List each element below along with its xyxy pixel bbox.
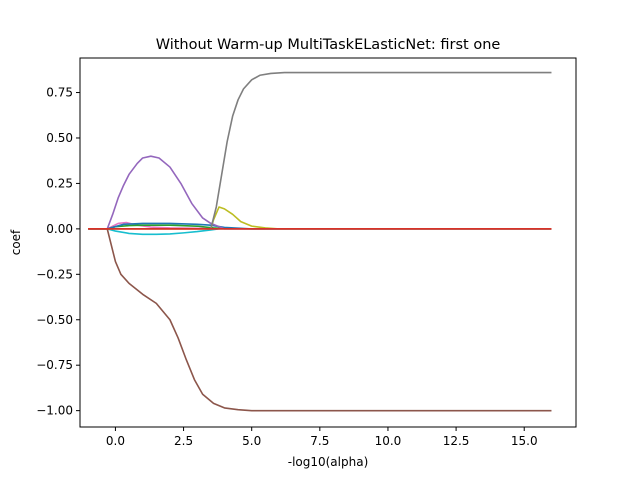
x-tick-label-7: 15.0 bbox=[511, 434, 538, 448]
series-line-8 bbox=[88, 228, 552, 412]
x-tick-label-5: 10.0 bbox=[375, 434, 402, 448]
plot-frame bbox=[79, 57, 577, 428]
x-tick-label-3: 5.0 bbox=[242, 434, 261, 448]
x-tick-label-6: 12.5 bbox=[443, 434, 470, 448]
y-tick-label-3: 0.25 bbox=[46, 176, 73, 190]
y-tick-label-2: 0.50 bbox=[46, 131, 73, 145]
x-tick-label-1: 0.0 bbox=[106, 434, 125, 448]
series-line-6 bbox=[88, 155, 552, 230]
y-tick-label-1: 0.75 bbox=[46, 86, 73, 100]
y-axis-label: coef bbox=[9, 229, 23, 255]
y-tick-label-6: −0.50 bbox=[36, 313, 73, 327]
y-tick-label-4: 0.00 bbox=[46, 222, 73, 236]
x-axis-ticks: 0.0 2.5 5.0 7.5 10.0 12.5 15.0 bbox=[106, 427, 538, 448]
y-tick-label-7: −0.75 bbox=[36, 358, 73, 372]
y-tick-label-5: −0.25 bbox=[36, 267, 73, 281]
x-tick-label-2: 2.5 bbox=[174, 434, 193, 448]
y-tick-label-8: −1.00 bbox=[36, 404, 73, 418]
x-tick-label-4: 7.5 bbox=[310, 434, 329, 448]
chart-title: Without Warm-up MultiTaskELasticNet: fir… bbox=[156, 37, 501, 53]
series-line-7 bbox=[88, 71, 552, 230]
y-axis-ticks: 0.75 0.50 0.25 0.00 −0.25 −0.50 −0.75 −1.00 bbox=[36, 86, 80, 418]
series-layer bbox=[88, 71, 552, 412]
x-axis-label: -log10(alpha) bbox=[288, 455, 369, 469]
